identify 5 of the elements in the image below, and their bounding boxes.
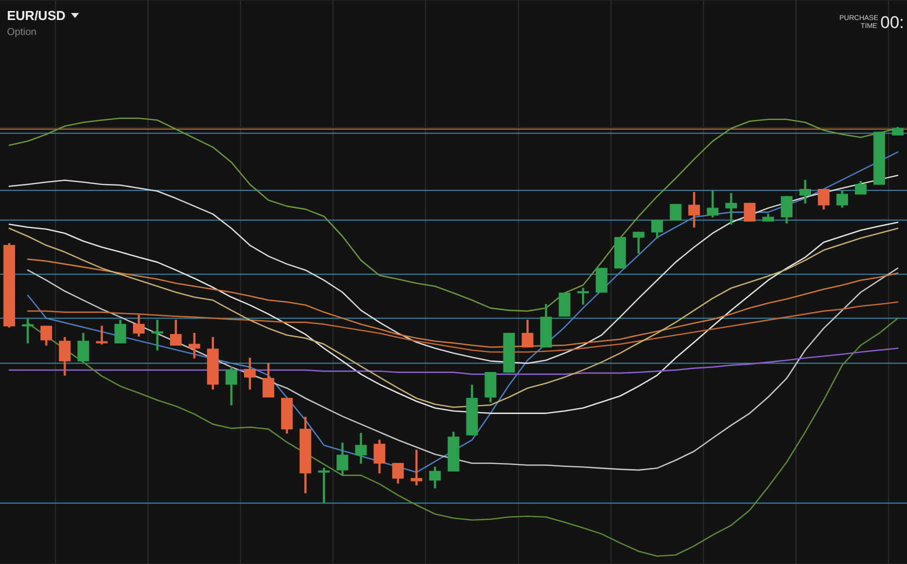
chart-subtitle: Option — [7, 27, 38, 38]
candlestick — [22, 318, 34, 344]
candlestick — [96, 326, 108, 344]
text: 00: — [880, 13, 904, 32]
chart-title: EUR/USD — [7, 8, 66, 23]
